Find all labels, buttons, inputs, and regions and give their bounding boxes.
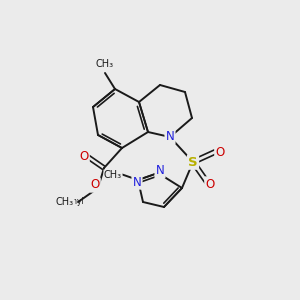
Text: S: S bbox=[188, 155, 198, 169]
Text: N: N bbox=[166, 130, 174, 143]
Text: CH₃: CH₃ bbox=[56, 197, 74, 207]
Text: methyl: methyl bbox=[58, 197, 84, 206]
Text: N: N bbox=[156, 164, 164, 178]
Text: O: O bbox=[90, 178, 100, 191]
Text: O: O bbox=[206, 178, 214, 190]
Text: CH₃: CH₃ bbox=[104, 170, 122, 180]
Text: CH₃: CH₃ bbox=[96, 59, 114, 69]
Text: O: O bbox=[215, 146, 225, 158]
Text: O: O bbox=[80, 149, 88, 163]
Text: N: N bbox=[133, 176, 141, 188]
